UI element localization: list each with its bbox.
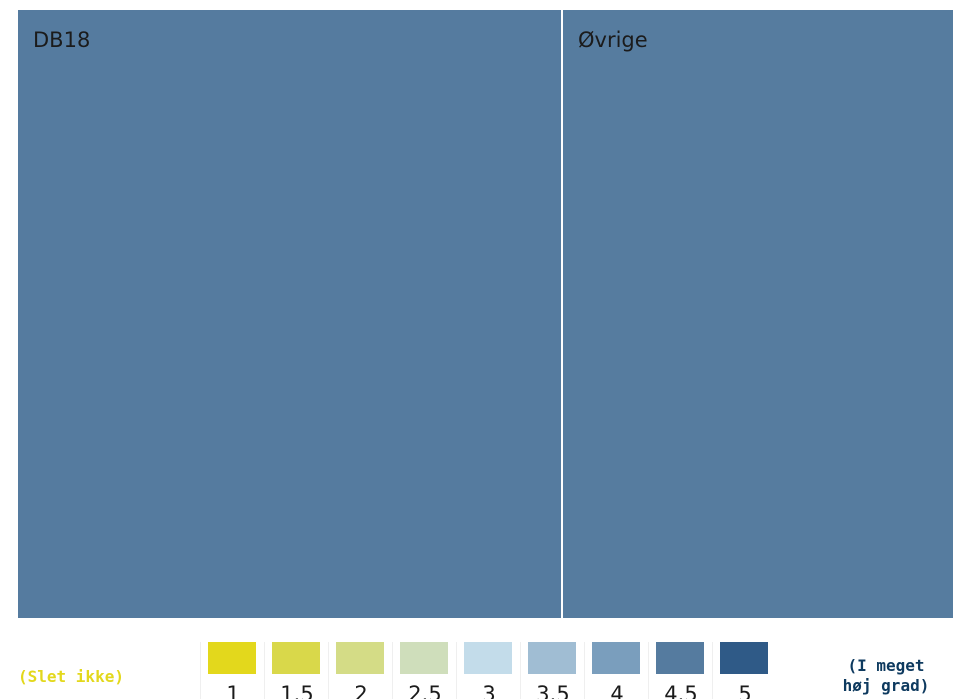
treemap-tile-0[interactable]: DB18 [18, 10, 561, 618]
legend-high-label: (I meget høj grad) [822, 656, 950, 696]
treemap-chart: DB18 Øvrige [18, 10, 953, 618]
legend-swatch [528, 642, 576, 674]
legend-swatch [336, 642, 384, 674]
legend-swatch [208, 642, 256, 674]
legend-cell: 4.5 [648, 642, 712, 699]
legend-tick-label: 1 [226, 682, 240, 699]
legend-cell: 1 [200, 642, 264, 699]
treemap-tile-label: DB18 [33, 28, 91, 52]
legend-cell: 4 [584, 642, 648, 699]
legend-high-label-line-2: høj grad) [842, 676, 930, 695]
legend-swatch [720, 642, 768, 674]
legend-tick-label: 4 [610, 682, 624, 699]
legend-swatch [272, 642, 320, 674]
legend-tick-label: 4.5 [664, 682, 698, 699]
legend-tick-label: 5 [738, 682, 752, 699]
legend-tick-label: 3 [482, 682, 496, 699]
legend-tick-label: 2.5 [408, 682, 442, 699]
legend-cell: 2.5 [392, 642, 456, 699]
legend-color-scale: 1 1.5 2 2.5 3 3.5 4 4.5 5 [200, 642, 777, 699]
legend-cell: 5 [712, 642, 776, 699]
legend-cell: 1.5 [264, 642, 328, 699]
legend-swatch [656, 642, 704, 674]
legend-cell: 2 [328, 642, 392, 699]
legend-low-label: (Slet ikke) [18, 667, 124, 686]
legend-tick-label: 1.5 [280, 682, 314, 699]
legend-high-label-line-1: (I meget [847, 656, 925, 675]
legend-tick-label: 2 [354, 682, 368, 699]
treemap-tile-label: Øvrige [578, 28, 648, 52]
legend-swatch [464, 642, 512, 674]
legend-cell: 3 [456, 642, 520, 699]
treemap-tile-1[interactable]: Øvrige [563, 10, 953, 618]
legend-cell: 3.5 [520, 642, 584, 699]
legend-swatch [400, 642, 448, 674]
legend-tick-label: 3.5 [536, 682, 570, 699]
legend-swatch [592, 642, 640, 674]
